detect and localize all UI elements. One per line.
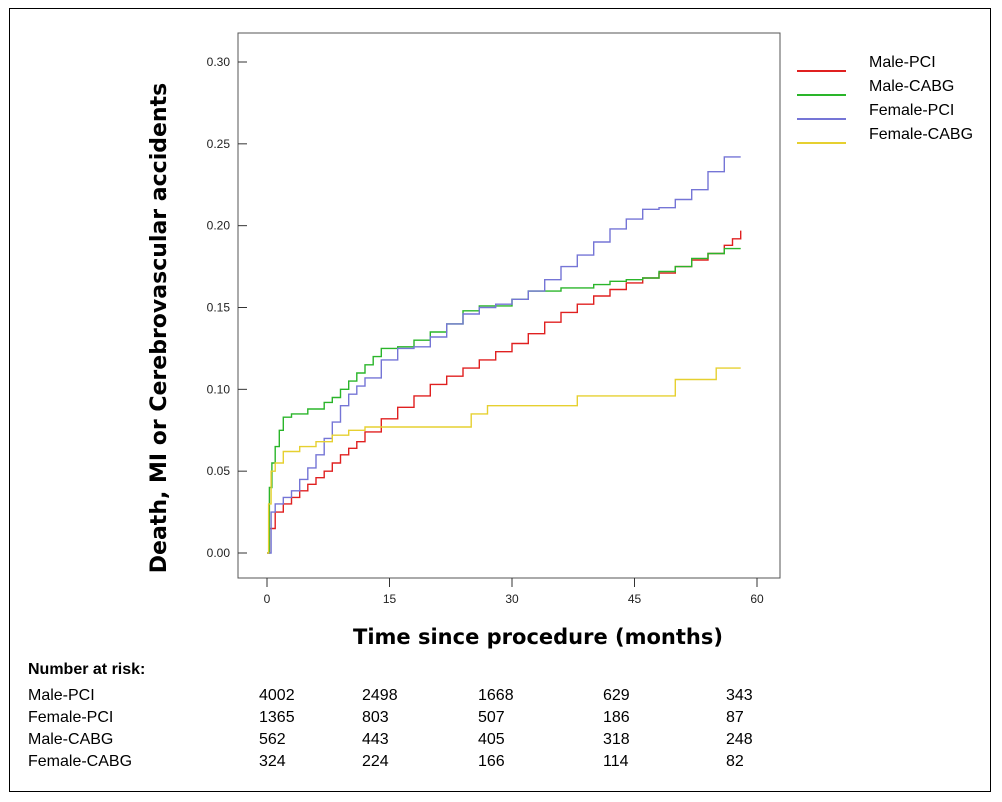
- risk-row-female-cabg: Female-CABG 324 224 166 114 82: [28, 753, 788, 775]
- y-tick-label: 0.20: [207, 219, 231, 233]
- legend-label: Female-PCI: [869, 102, 954, 119]
- x-tick-label: 60: [750, 592, 764, 606]
- series-lines: [267, 156, 742, 554]
- risk-value: 629: [603, 687, 630, 704]
- risk-value: 324: [259, 753, 286, 770]
- risk-value: 114: [603, 753, 629, 770]
- risk-value: 224: [362, 753, 389, 770]
- risk-value: 82: [726, 753, 744, 770]
- risk-row-female-pci: Female-PCI 1365 803 507 186 87: [28, 709, 788, 731]
- x-axis-title: Time since procedure (months): [353, 625, 723, 649]
- y-tick-label: 0.15: [207, 301, 231, 315]
- risk-row-label: Male-PCI: [28, 687, 95, 704]
- risk-row-male-pci: Male-PCI 4002 2498 1668 629 343: [28, 687, 788, 709]
- risk-value: 343: [726, 687, 753, 704]
- risk-value: 405: [478, 731, 505, 748]
- y-tick-label: 0.05: [207, 464, 231, 478]
- series-line-female-pci: [267, 156, 741, 554]
- risk-value: 318: [603, 731, 630, 748]
- risk-value: 803: [362, 709, 389, 726]
- legend: Male-PCI Male-CABG Female-PCI Female-CABG: [797, 54, 973, 144]
- y-tick-label: 0.00: [207, 546, 231, 560]
- series-line-female-cabg: [267, 367, 741, 554]
- x-tick-label: 45: [628, 592, 642, 606]
- y-tick-label: 0.30: [207, 55, 231, 69]
- risk-value: 443: [362, 731, 389, 748]
- risk-row-label: Male-CABG: [28, 731, 114, 748]
- axes: 0.00 0.05 0.10 0.15 0.20 0.25 0.30 0 15 30 45 60: [207, 55, 764, 606]
- risk-value: 562: [259, 731, 286, 748]
- risk-value: 1365: [259, 709, 295, 726]
- legend-label: Female-CABG: [869, 126, 973, 143]
- risk-value: 1668: [478, 687, 514, 704]
- risk-value: 2498: [362, 687, 398, 704]
- figure-frame: [9, 8, 991, 792]
- x-tick-label: 15: [383, 592, 397, 606]
- x-tick-label: 30: [505, 592, 519, 606]
- risk-table-title: Number at risk:: [28, 661, 146, 678]
- risk-row-label: Female-CABG: [28, 753, 133, 770]
- risk-value: 507: [478, 709, 505, 726]
- legend-label: Male-CABG: [869, 78, 954, 95]
- risk-value: 186: [603, 709, 630, 726]
- risk-value: 4002: [259, 687, 295, 704]
- survival-chart: 0.00 0.05 0.10 0.15 0.20 0.25 0.30 0 15 30 45 60 Ma…: [147, 32, 973, 649]
- y-tick-label: 0.25: [207, 137, 231, 151]
- risk-value: 248: [726, 731, 753, 748]
- risk-row-label: Female-PCI: [28, 709, 114, 726]
- plot-area: [237, 32, 781, 579]
- legend-label: Male-PCI: [869, 54, 936, 71]
- y-tick-label: 0.10: [207, 382, 231, 396]
- plot-frame: [237, 32, 781, 579]
- x-tick-label: 0: [264, 592, 271, 606]
- risk-value: 87: [726, 709, 744, 726]
- risk-value: 166: [478, 753, 505, 770]
- y-axis-title: Death, MI or Cerebrovascular accidents: [147, 83, 172, 573]
- risk-row-male-cabg: Male-CABG 562 443 405 318 248: [28, 731, 788, 753]
